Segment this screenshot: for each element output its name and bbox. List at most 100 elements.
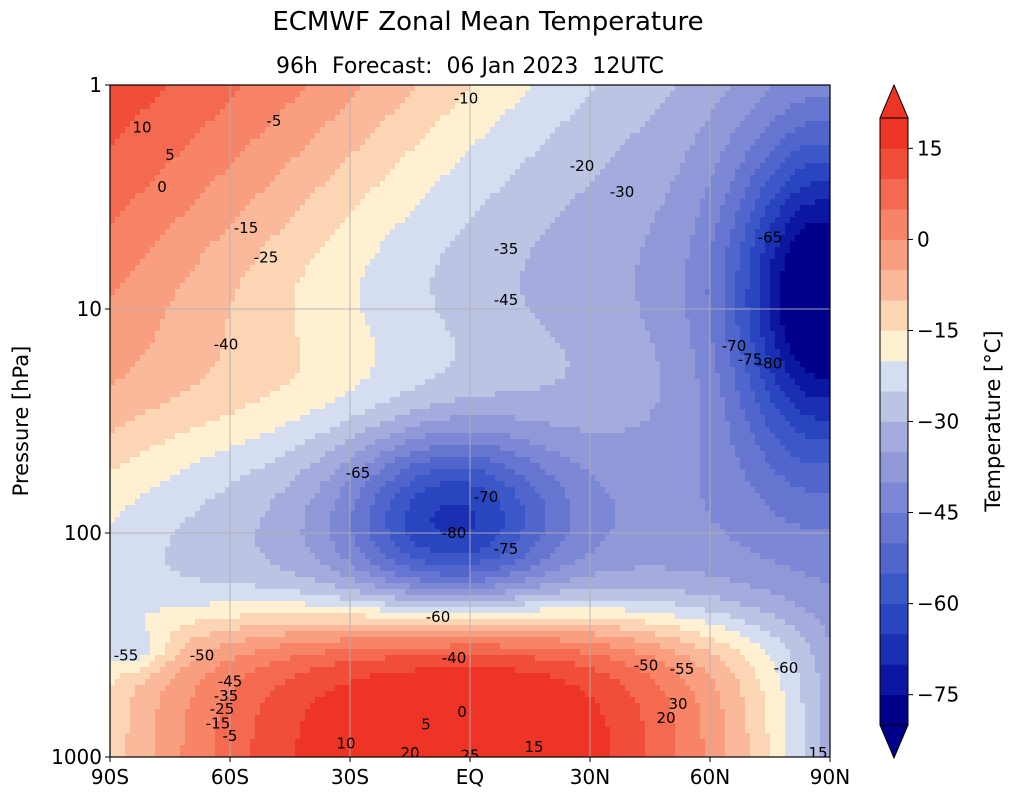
field-cell [350,205,356,212]
field-cell [540,277,546,284]
field-cell [335,199,341,206]
field-cell [595,247,601,254]
field-cell [465,145,471,152]
field-cell [125,133,131,140]
field-cell [220,133,226,140]
field-cell [430,235,436,242]
field-cell [450,235,456,242]
field-cell [505,277,511,284]
field-cell [785,151,791,158]
field-cell [595,265,601,272]
field-cell [665,283,671,290]
field-cell [585,103,591,110]
field-cell [645,229,651,236]
field-cell [500,91,506,98]
field-cell [525,163,531,170]
field-cell [170,121,176,128]
field-cell [460,277,466,284]
field-cell [215,277,221,284]
field-cell [665,103,671,110]
field-cell [225,253,231,260]
field-cell [275,259,281,266]
field-cell [530,289,536,296]
field-cell [225,241,231,248]
field-cell [795,121,801,128]
field-cell [300,253,306,260]
field-cell [610,145,616,152]
field-cell [465,193,471,200]
field-cell [445,133,451,140]
field-cell [730,223,736,230]
field-cell [640,133,646,140]
field-cell [720,103,726,110]
field-cell [355,115,361,122]
field-cell [165,139,171,146]
field-cell [300,229,306,236]
field-cell [600,223,606,230]
field-cell [350,187,356,194]
field-cell [770,163,776,170]
field-cell [405,259,411,266]
field-cell [405,247,411,254]
field-cell [185,91,191,98]
field-cell [210,127,216,134]
field-cell [110,121,116,128]
field-cell [315,85,321,92]
field-cell [235,193,241,200]
field-cell [595,241,601,248]
field-cell [475,265,481,272]
field-cell [660,133,666,140]
field-cell [620,145,626,152]
field-cell [230,241,236,248]
field-cell [405,199,411,206]
field-cell [595,259,601,266]
field-cell [575,193,581,200]
field-cell [680,199,686,206]
field-cell [160,169,166,176]
field-cell [565,181,571,188]
field-cell [510,259,516,266]
field-cell [360,259,366,266]
field-cell [160,253,166,260]
field-cell [765,103,771,110]
field-cell [655,109,661,116]
field-cell [630,139,636,146]
field-cell [585,193,591,200]
field-cell [695,145,701,152]
field-cell [200,85,206,92]
field-cell [150,163,156,170]
field-cell [585,181,591,188]
field-cell [305,223,311,230]
field-cell [590,115,596,122]
field-cell [455,133,461,140]
field-cell [360,265,366,272]
field-cell [425,241,431,248]
field-cell [825,127,830,134]
field-cell [820,145,826,152]
field-cell [695,175,701,182]
field-cell [625,139,631,146]
field-cell [760,253,766,260]
field-cell [510,199,516,206]
field-cell [250,289,256,296]
field-cell [330,217,336,224]
field-cell [435,127,441,134]
field-cell [425,139,431,146]
field-cell [350,265,356,272]
field-cell [160,283,166,290]
field-cell [505,283,511,290]
field-cell [345,127,351,134]
field-cell [570,109,576,116]
field-cell [215,283,221,290]
field-cell [580,145,586,152]
field-cell [730,133,736,140]
field-cell [640,97,646,104]
field-cell [235,283,241,290]
field-cell [800,223,806,230]
field-cell [315,289,321,296]
field-cell [110,235,116,242]
field-cell [790,253,796,260]
field-cell [690,169,696,176]
field-cell [630,103,636,110]
field-cell [285,193,291,200]
